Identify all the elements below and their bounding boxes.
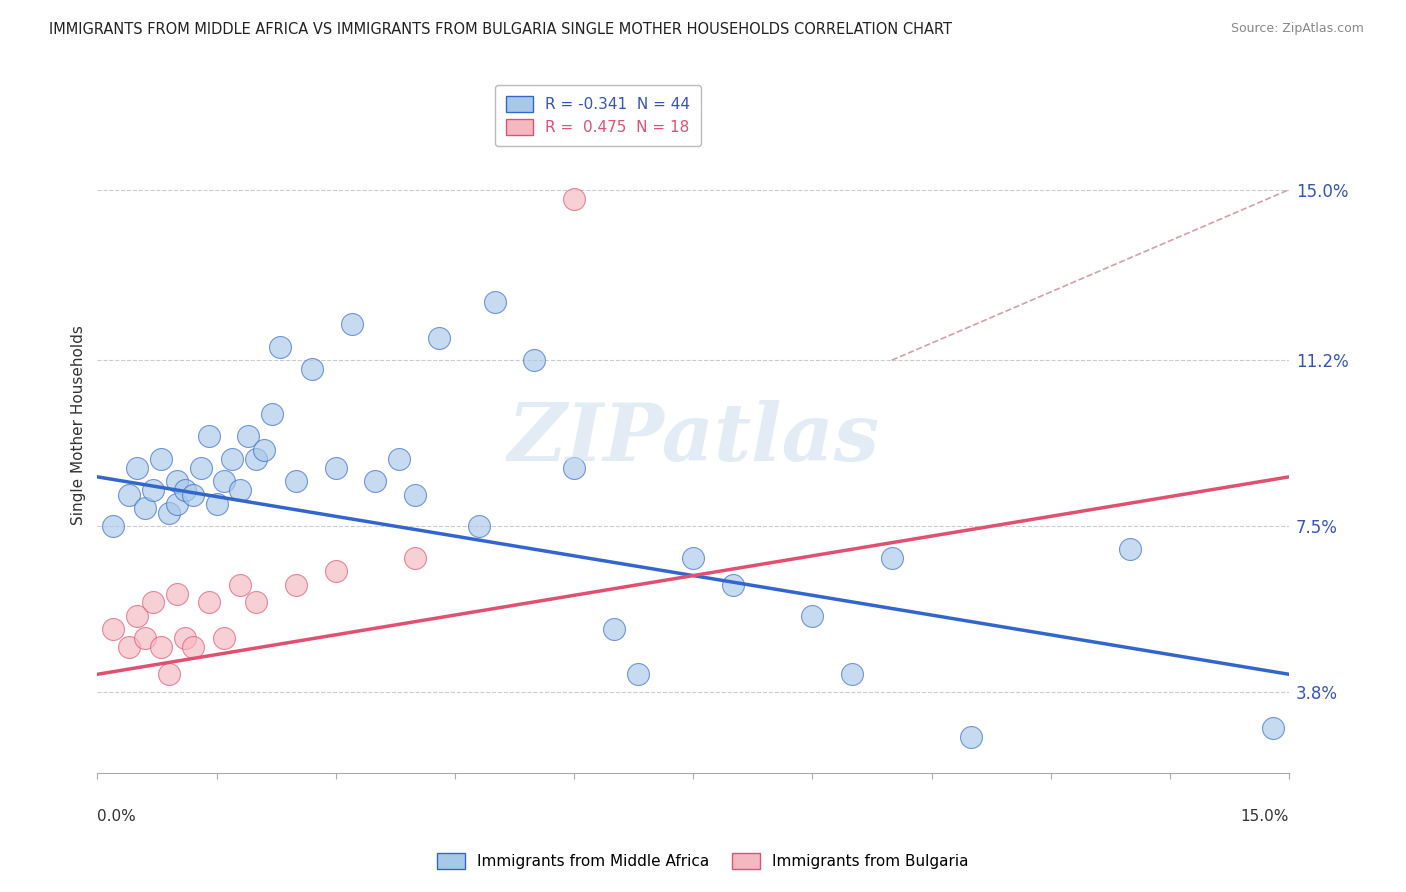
Point <box>404 488 426 502</box>
Point <box>181 488 204 502</box>
Point <box>221 451 243 466</box>
Point <box>125 609 148 624</box>
Point <box>103 623 125 637</box>
Point <box>134 501 156 516</box>
Point <box>880 550 903 565</box>
Point <box>562 461 585 475</box>
Point <box>245 595 267 609</box>
Point <box>173 632 195 646</box>
Point <box>523 353 546 368</box>
Y-axis label: Single Mother Households: Single Mother Households <box>72 326 86 525</box>
Text: Source: ZipAtlas.com: Source: ZipAtlas.com <box>1230 22 1364 36</box>
Point <box>253 442 276 457</box>
Point <box>325 564 347 578</box>
Point <box>166 586 188 600</box>
Point <box>229 577 252 591</box>
Point <box>269 340 291 354</box>
Point <box>197 429 219 443</box>
Point <box>166 475 188 489</box>
Point <box>238 429 260 443</box>
Point <box>103 519 125 533</box>
Point <box>197 595 219 609</box>
Point <box>301 362 323 376</box>
Point <box>125 461 148 475</box>
Point <box>245 451 267 466</box>
Point <box>173 483 195 498</box>
Point <box>427 331 450 345</box>
Point <box>157 667 180 681</box>
Point <box>841 667 863 681</box>
Point <box>467 519 489 533</box>
Point <box>364 475 387 489</box>
Text: 15.0%: 15.0% <box>1240 809 1289 824</box>
Point <box>229 483 252 498</box>
Point <box>627 667 650 681</box>
Point <box>166 497 188 511</box>
Point <box>960 730 983 744</box>
Point <box>562 192 585 206</box>
Point <box>118 488 141 502</box>
Legend: R = -0.341  N = 44, R =  0.475  N = 18: R = -0.341 N = 44, R = 0.475 N = 18 <box>495 85 702 146</box>
Point <box>214 475 236 489</box>
Legend: Immigrants from Middle Africa, Immigrants from Bulgaria: Immigrants from Middle Africa, Immigrant… <box>432 847 974 875</box>
Point <box>181 640 204 655</box>
Point <box>404 550 426 565</box>
Point <box>142 595 165 609</box>
Text: ZIPatlas: ZIPatlas <box>508 401 879 478</box>
Point <box>134 632 156 646</box>
Point <box>205 497 228 511</box>
Text: IMMIGRANTS FROM MIDDLE AFRICA VS IMMIGRANTS FROM BULGARIA SINGLE MOTHER HOUSEHOL: IMMIGRANTS FROM MIDDLE AFRICA VS IMMIGRA… <box>49 22 952 37</box>
Point <box>340 318 363 332</box>
Point <box>285 577 308 591</box>
Point <box>149 640 172 655</box>
Point <box>285 475 308 489</box>
Point <box>149 451 172 466</box>
Point <box>214 632 236 646</box>
Point <box>484 294 506 309</box>
Point <box>118 640 141 655</box>
Point <box>801 609 824 624</box>
Point <box>388 451 411 466</box>
Point <box>1119 541 1142 556</box>
Point <box>190 461 212 475</box>
Point <box>262 407 284 421</box>
Text: 0.0%: 0.0% <box>97 809 136 824</box>
Point <box>325 461 347 475</box>
Point <box>682 550 704 565</box>
Point <box>157 506 180 520</box>
Point <box>603 623 626 637</box>
Point <box>721 577 744 591</box>
Point <box>1263 721 1285 735</box>
Point <box>142 483 165 498</box>
